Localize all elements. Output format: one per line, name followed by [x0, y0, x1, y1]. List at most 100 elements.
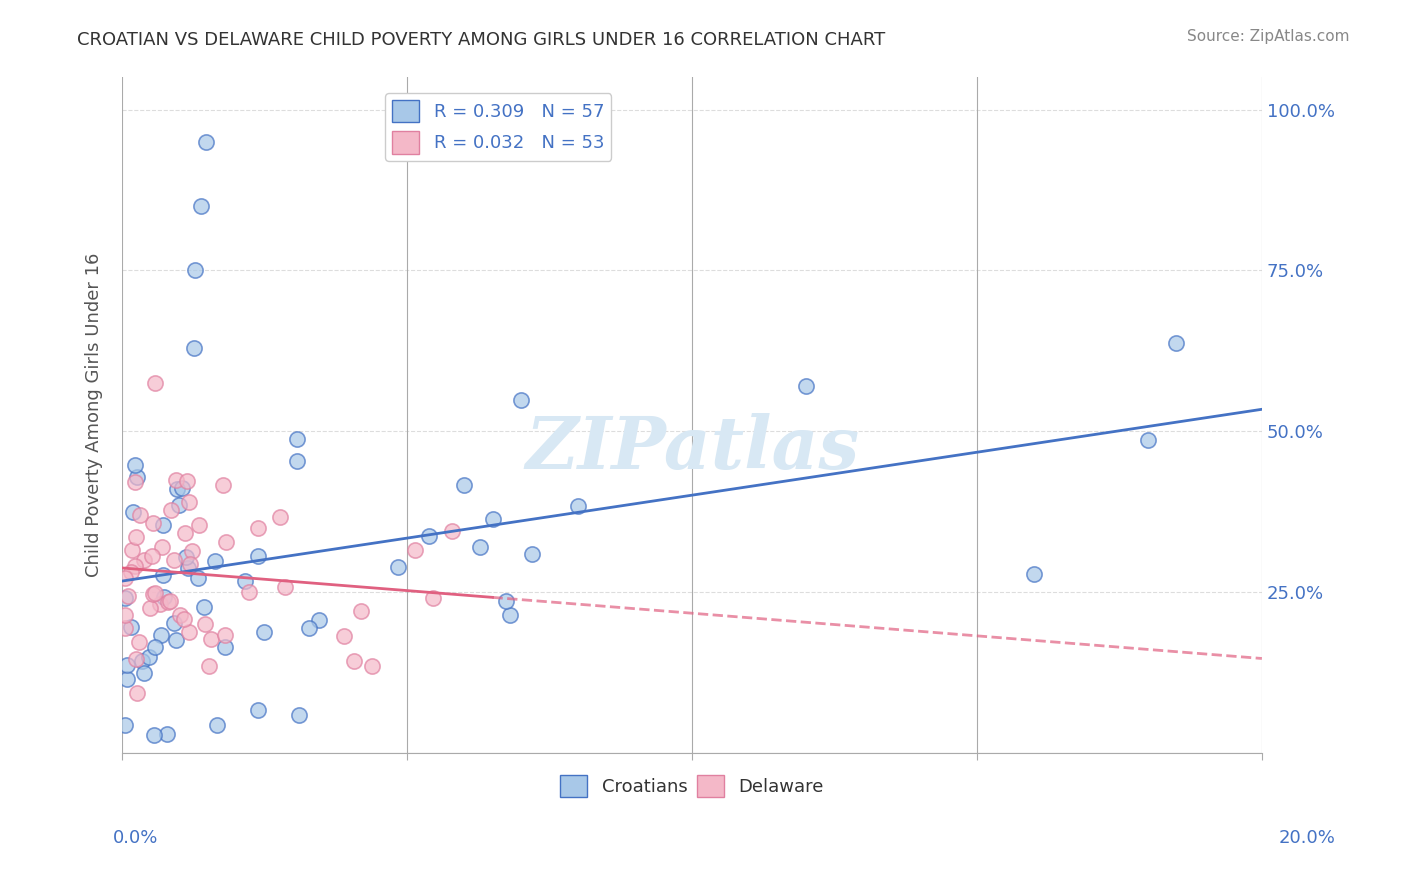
- Point: [183, 341, 205, 355]
- Point: [114, 621, 136, 635]
- Point: [207, 718, 229, 732]
- Point: [170, 481, 193, 495]
- Point: [131, 654, 153, 668]
- Point: [247, 549, 270, 563]
- Point: [184, 263, 207, 277]
- Point: [212, 478, 235, 492]
- Point: [343, 654, 366, 668]
- Point: [1022, 567, 1045, 582]
- Point: [114, 608, 136, 623]
- Point: [274, 580, 297, 594]
- Point: [214, 640, 236, 655]
- Point: [214, 628, 236, 642]
- Point: [142, 516, 165, 530]
- Point: [169, 498, 191, 512]
- Text: CROATIAN VS DELAWARE CHILD POVERTY AMONG GIRLS UNDER 16 CORRELATION CHART: CROATIAN VS DELAWARE CHILD POVERTY AMONG…: [77, 31, 886, 49]
- Point: [152, 540, 174, 554]
- Point: [142, 587, 165, 601]
- Point: [495, 594, 517, 608]
- Point: [173, 612, 195, 626]
- Point: [298, 621, 321, 635]
- Text: ZIPatlas: ZIPatlas: [524, 413, 859, 484]
- Point: [163, 615, 186, 630]
- Point: [215, 535, 238, 549]
- Point: [129, 508, 152, 522]
- Point: [152, 517, 174, 532]
- Point: [141, 549, 163, 563]
- Point: [285, 454, 308, 468]
- Point: [204, 554, 226, 568]
- Point: [165, 473, 187, 487]
- Point: [179, 495, 201, 509]
- Point: [179, 558, 201, 572]
- Point: [114, 718, 136, 732]
- Point: [247, 521, 270, 535]
- Point: [124, 558, 146, 573]
- Point: [125, 652, 148, 666]
- Text: 0.0%: 0.0%: [112, 829, 157, 847]
- Point: [197, 658, 219, 673]
- Point: [509, 392, 531, 407]
- Text: 20.0%: 20.0%: [1279, 829, 1336, 847]
- Point: [163, 553, 186, 567]
- Point: [1136, 433, 1159, 447]
- Point: [149, 598, 172, 612]
- Point: [128, 634, 150, 648]
- Point: [468, 540, 491, 554]
- Point: [440, 524, 463, 538]
- Point: [125, 685, 148, 699]
- Point: [114, 591, 136, 605]
- Point: [350, 604, 373, 618]
- Point: [333, 629, 356, 643]
- Point: [387, 560, 409, 574]
- Point: [1166, 335, 1188, 350]
- Point: [169, 607, 191, 622]
- Point: [121, 542, 143, 557]
- Legend: Croatians, Delaware: Croatians, Delaware: [553, 768, 831, 805]
- Point: [138, 650, 160, 665]
- Point: [125, 530, 148, 544]
- Point: [285, 433, 308, 447]
- Point: [567, 499, 589, 513]
- Point: [152, 567, 174, 582]
- Point: [188, 518, 211, 533]
- Point: [179, 624, 201, 639]
- Point: [124, 475, 146, 490]
- Point: [143, 640, 166, 654]
- Point: [193, 599, 215, 614]
- Text: Source: ZipAtlas.com: Source: ZipAtlas.com: [1187, 29, 1350, 44]
- Point: [150, 628, 173, 642]
- Point: [114, 570, 136, 584]
- Point: [418, 529, 440, 543]
- Point: [117, 672, 139, 686]
- Point: [139, 600, 162, 615]
- Point: [174, 526, 197, 541]
- Point: [160, 502, 183, 516]
- Point: [404, 543, 426, 558]
- Point: [156, 726, 179, 740]
- Point: [117, 657, 139, 672]
- Point: [520, 547, 543, 561]
- Point: [238, 585, 260, 599]
- Point: [233, 574, 256, 588]
- Point: [125, 470, 148, 484]
- Point: [200, 632, 222, 646]
- Point: [247, 703, 270, 717]
- Point: [190, 199, 212, 213]
- Point: [159, 594, 181, 608]
- Point: [145, 376, 167, 390]
- Point: [187, 571, 209, 585]
- Point: [253, 625, 276, 640]
- Point: [156, 595, 179, 609]
- Point: [498, 608, 520, 623]
- Point: [120, 566, 142, 580]
- Point: [453, 478, 475, 492]
- Point: [120, 620, 142, 634]
- Point: [132, 666, 155, 681]
- Point: [361, 658, 384, 673]
- Point: [180, 543, 202, 558]
- Point: [481, 511, 503, 525]
- Point: [117, 590, 139, 604]
- Point: [288, 707, 311, 722]
- Point: [165, 633, 187, 648]
